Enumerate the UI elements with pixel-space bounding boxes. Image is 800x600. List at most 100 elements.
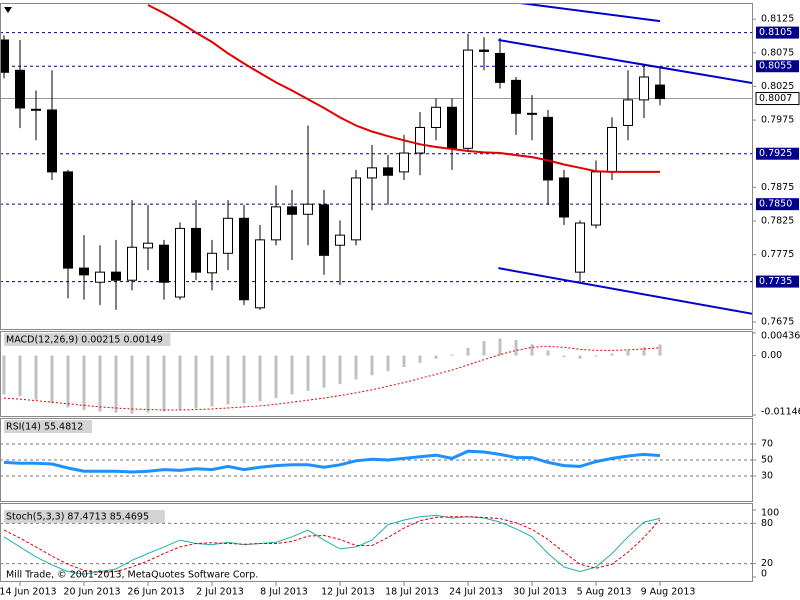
shift-marker (4, 7, 12, 13)
candle-body (479, 49, 489, 52)
candle-body (383, 167, 393, 176)
y-tick-label: 0.7875 (761, 182, 794, 193)
macd-bar (514, 340, 518, 356)
macd-bar (210, 355, 214, 407)
stoch-panel: Stoch(5,3,3) 87.4713 85.4695 (1, 510, 752, 575)
macd-bar (2, 355, 6, 395)
macd-bar (626, 350, 630, 356)
level-label: 0.8055 (759, 61, 792, 72)
candle-body (447, 106, 457, 149)
last-price-label: 0.8007 (759, 93, 792, 104)
x-tick-label: 8 Jul 2013 (260, 587, 308, 598)
candle-body (191, 227, 201, 273)
indicator-label-bg (4, 420, 92, 433)
level-label: 0.7735 (759, 276, 792, 287)
macd-signal (3, 345, 661, 411)
macd-bar (258, 355, 262, 402)
x-tick-label: 26 Jun 2013 (127, 587, 184, 598)
rsi-line (3, 449, 661, 474)
candle-body (79, 267, 89, 276)
macd-bar (194, 355, 198, 409)
candle-body (367, 167, 377, 179)
macd-bar (594, 355, 598, 357)
macd-bar (130, 355, 134, 414)
y-tick-label: 70 (761, 439, 773, 450)
candle-body (127, 246, 137, 281)
macd-bar (18, 355, 22, 397)
y-tick-label: 0.8025 (761, 81, 794, 92)
candle-body (303, 203, 313, 215)
candle-body (607, 126, 617, 173)
y-tick-label: -0.01146 (761, 407, 800, 418)
y-tick-label: 0.00 (761, 350, 782, 361)
macd-bar (146, 355, 150, 413)
candle-body (159, 244, 169, 283)
x-tick-label: 18 Jul 2013 (385, 587, 439, 598)
candle-body (335, 234, 345, 246)
level-label-bg (756, 275, 799, 288)
macd-bar (642, 347, 646, 356)
indicator-label: Stoch(5,3,3) 87.4713 85.4695 (6, 512, 149, 523)
candle-body (655, 84, 665, 100)
macd-bar (418, 355, 422, 363)
macd-bar (466, 347, 470, 356)
candle-body (319, 204, 329, 256)
copyright: Mill Trade, © 2001-2013, MetaQuotes Soft… (6, 570, 258, 581)
candle-body (575, 222, 585, 273)
x-tick-label: 5 Aug 2013 (577, 587, 632, 598)
candle-body (207, 252, 217, 274)
x-tick-label: 24 Jul 2013 (449, 587, 503, 598)
y-tick-label: 0.8125 (761, 14, 794, 25)
candle-body (111, 271, 121, 281)
y-tick-label: 30 (761, 471, 773, 482)
candle-body (591, 171, 601, 226)
candle-body (511, 79, 521, 114)
candle-body (415, 126, 425, 154)
candle-body (271, 206, 281, 241)
level-label: 0.8105 (759, 27, 792, 38)
candle-body (431, 106, 441, 128)
y-tick-label: 20 (761, 558, 773, 569)
macd-bar (338, 355, 342, 385)
macd-bar (402, 355, 406, 368)
macd-bar (482, 341, 486, 356)
trendline (520, 4, 661, 23)
indicator-label: MACD(12,26,9) 0.00215 0.00149 (6, 335, 163, 346)
x-tick-label: 9 Aug 2013 (641, 587, 696, 598)
main-panel (1, 4, 752, 315)
candle-body (239, 217, 249, 301)
macd-bar (82, 355, 86, 411)
candle-body (623, 99, 633, 126)
indicator-label-bg (4, 510, 165, 523)
stoch-frame (0, 503, 753, 582)
rsi-panel: RSI(14) 55.4812 (1, 420, 752, 477)
y-tick-label: 0.7775 (761, 249, 794, 260)
x-tick-label: 30 Jul 2013 (513, 587, 567, 598)
y-tick-label: 80 (761, 518, 773, 529)
candle-body (143, 242, 153, 249)
y-tick-label: 0.7675 (761, 316, 794, 327)
y-tick-label: 50 (761, 455, 773, 466)
macd-bar (434, 355, 438, 359)
level-label-bg (756, 60, 799, 73)
macd-bar (498, 338, 502, 356)
candle-body (351, 177, 361, 241)
y-tick-label: 100 (761, 508, 779, 519)
macd-bar (546, 350, 550, 356)
macd-bar (98, 355, 102, 412)
candle-body (95, 271, 105, 283)
x-tick-label: 12 Jul 2013 (321, 587, 375, 598)
level-label-bg (756, 198, 799, 211)
level-label-bg (756, 147, 799, 160)
candle-body (31, 108, 41, 111)
candle-body (287, 206, 297, 215)
macd-bar (50, 355, 54, 404)
candle-body (463, 49, 473, 149)
x-tick-label: 20 Jun 2013 (63, 587, 120, 598)
candle-body (63, 171, 73, 269)
candle-body (223, 217, 233, 254)
macd-bar (610, 353, 614, 356)
candle-body (639, 76, 649, 101)
